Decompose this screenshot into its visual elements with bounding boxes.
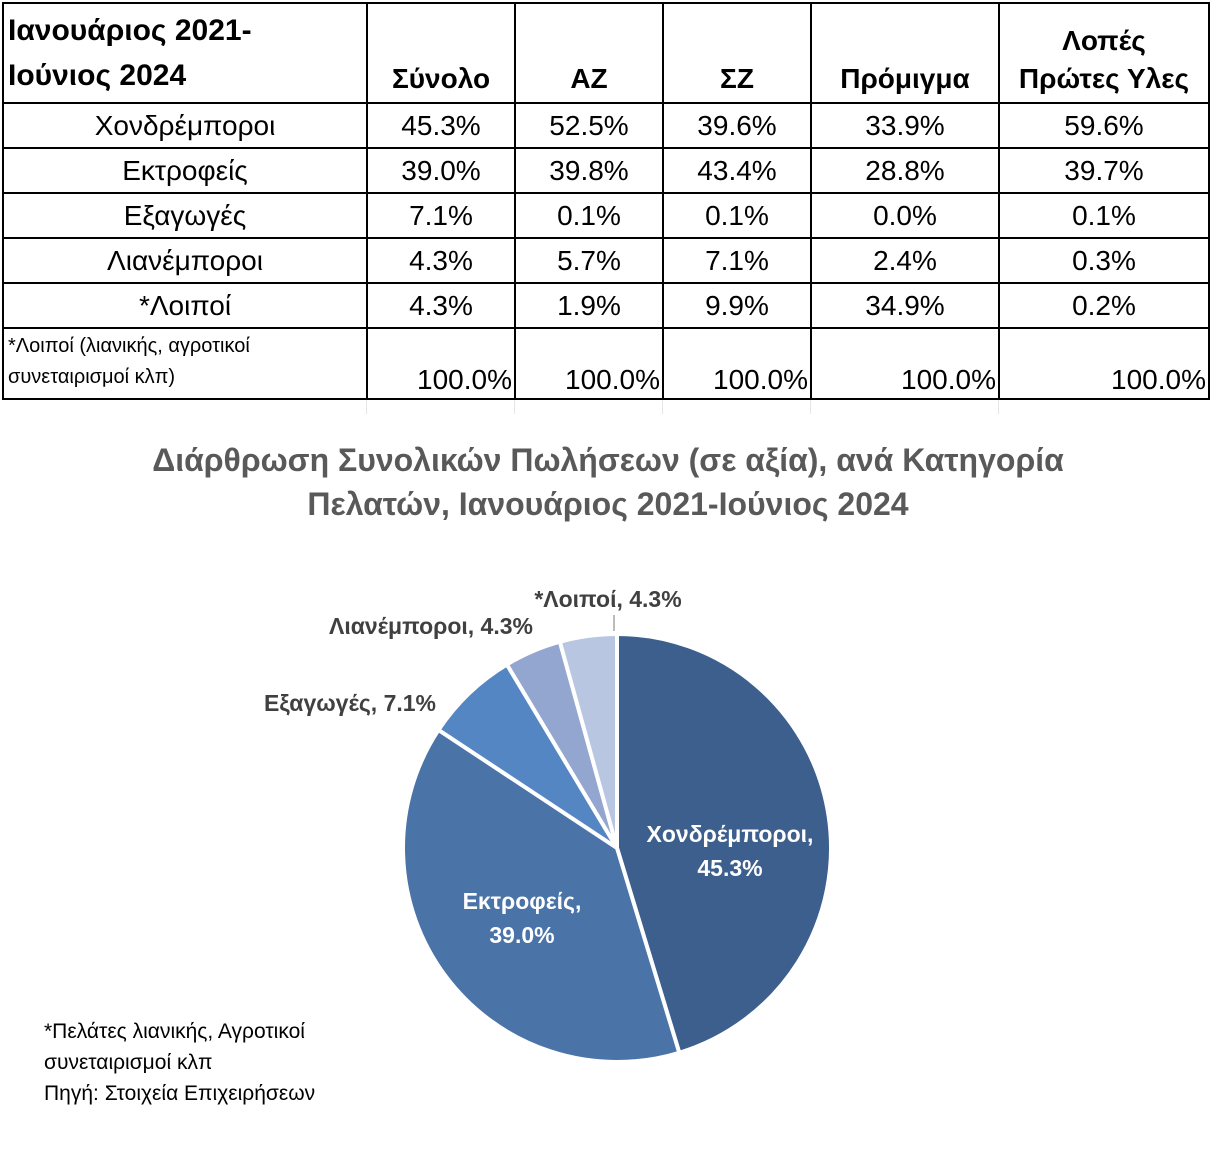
pie-label-breeders: Εκτροφείς, 39.0% (463, 888, 582, 948)
table-cell: 33.9% (810, 102, 1000, 149)
grid-divider (514, 400, 515, 414)
chart-title: Διάρθρωση Συνολικών Πωλήσεων (σε αξία), … (0, 438, 1216, 526)
table-cell: 52.5% (514, 102, 664, 149)
table-header-row: Ιανουάριος 2021- Ιούνιος 2024 Σύνολο ΑΖ … (2, 2, 1210, 104)
data-table: Ιανουάριος 2021- Ιούνιος 2024 Σύνολο ΑΖ … (2, 2, 1210, 400)
chart-title-line-2: Πελατών, Ιανουάριος 2021-Ιούνιος 2024 (307, 486, 909, 522)
table-cell: 39.6% (662, 102, 812, 149)
table-cell: 7.1% (366, 192, 516, 239)
column-header-line-1: Λοπές (1062, 25, 1146, 57)
column-header: Πρόμιγμα (810, 2, 1000, 104)
table-cell: 0.0% (810, 192, 1000, 239)
total-cell: 100.0% (998, 327, 1210, 400)
grid-divider (998, 400, 999, 414)
table-cell: 4.3% (366, 237, 516, 284)
source-note: Πηγή: Στοιχεία Επιχειρήσεων (44, 1082, 316, 1105)
table-cell: 43.4% (662, 147, 812, 194)
pie-label-exports: Εξαγωγές, 7.1% (264, 690, 436, 716)
table-cell: 1.9% (514, 282, 664, 329)
table-cell: 45.3% (366, 102, 516, 149)
row-label: Χονδρέμποροι (2, 102, 368, 149)
column-header: Σύνολο (366, 2, 516, 104)
total-cell: 100.0% (514, 327, 664, 400)
row-label: *Λοιποί (2, 282, 368, 329)
grid-divider (662, 400, 663, 414)
table-cell: 39.7% (998, 147, 1210, 194)
table-cell: 28.8% (810, 147, 1000, 194)
total-note-line-2: συνεταιρισμοί κλπ) (8, 366, 176, 388)
pie-label-wholesalers: Χονδρέμποροι, 45.3% (647, 821, 814, 881)
table-cell: 0.2% (998, 282, 1210, 329)
total-cell: 100.0% (366, 327, 516, 400)
table-cell: 39.0% (366, 147, 516, 194)
table-cell: 39.8% (514, 147, 664, 194)
table-row: Λιανέμποροι 4.3% 5.7% 7.1% 2.4% 0.3% (2, 237, 1210, 284)
table-cell: 34.9% (810, 282, 1000, 329)
column-header: ΣΖ (662, 2, 812, 104)
pie-label-retailers: Λιανέμποροι, 4.3% (329, 613, 533, 639)
column-header: Λοπές Πρώτες Υλες (998, 2, 1210, 104)
pie-label-others: *Λοιποί, 4.3% (534, 586, 681, 612)
table-cell: 59.6% (998, 102, 1210, 149)
row-label: Λιανέμποροι (2, 237, 368, 284)
table-cell: 0.1% (998, 192, 1210, 239)
pie-slice-breeders (401, 727, 682, 1064)
row-label: Εκτροφείς (2, 147, 368, 194)
total-cell: 100.0% (662, 327, 812, 400)
table-cell: 5.7% (514, 237, 664, 284)
column-header: ΑΖ (514, 2, 664, 104)
total-cell: 100.0% (810, 327, 1000, 400)
table-cell: 2.4% (810, 237, 1000, 284)
table-total-row: *Λοιποί (λιανικής, αγροτικοί συνεταιρισμ… (2, 327, 1210, 400)
chart-footnotes: *Πελάτες λιανικής, Αγροτικοί συνεταιρισμ… (44, 1016, 315, 1109)
table-row: Εξαγωγές 7.1% 0.1% 0.1% 0.0% 0.1% (2, 192, 1210, 239)
table-cell: 0.3% (998, 237, 1210, 284)
table-row: Χονδρέμποροι 45.3% 52.5% 39.6% 33.9% 59.… (2, 102, 1210, 149)
table-cell: 7.1% (662, 237, 812, 284)
table-cell: 0.1% (662, 192, 812, 239)
pie-slice-wholesalers (615, 631, 833, 1056)
chart-title-line-1: Διάρθρωση Συνολικών Πωλήσεων (σε αξία), … (152, 442, 1064, 478)
footnote-line-2: συνεταιρισμοί κλπ (44, 1051, 213, 1074)
total-row-note: *Λοιποί (λιανικής, αγροτικοί συνεταιρισμ… (2, 327, 368, 400)
total-note-line-1: *Λοιποί (λιανικής, αγροτικοί (8, 335, 250, 357)
grid-divider (810, 400, 811, 414)
table-cell: 0.1% (514, 192, 664, 239)
table-corner-header: Ιανουάριος 2021- Ιούνιος 2024 (2, 2, 368, 104)
table-row: Εκτροφείς 39.0% 39.8% 43.4% 28.8% 39.7% (2, 147, 1210, 194)
pie-slice-others (557, 631, 619, 849)
grid-divider (366, 400, 367, 414)
corner-line-1: Ιανουάριος 2021- (8, 14, 252, 47)
table-cell: 9.9% (662, 282, 812, 329)
row-label: Εξαγωγές (2, 192, 368, 239)
table-cell: 4.3% (366, 282, 516, 329)
column-header-line-2: Πρώτες Υλες (1018, 63, 1190, 95)
footnote-line-1: *Πελάτες λιανικής, Αγροτικοί (44, 1020, 305, 1043)
table-row: *Λοιποί 4.3% 1.9% 9.9% 34.9% 0.2% (2, 282, 1210, 329)
corner-line-2: Ιούνιος 2024 (8, 59, 187, 92)
